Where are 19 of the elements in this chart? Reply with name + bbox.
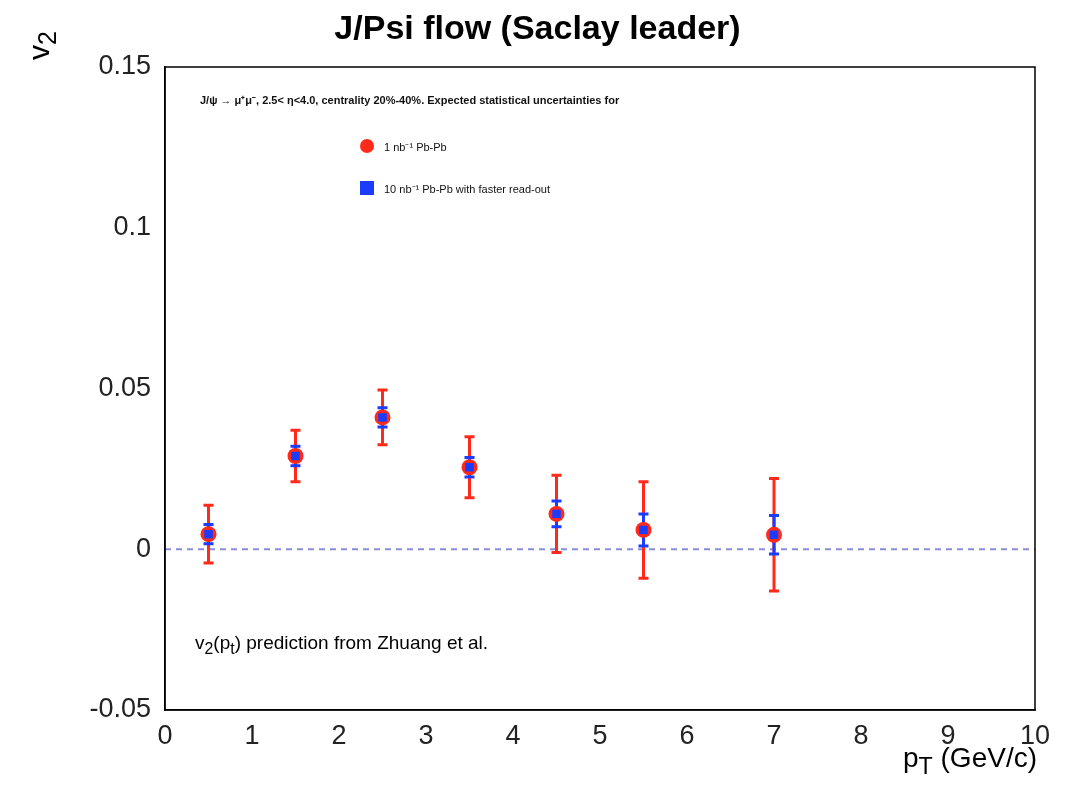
y-tick-label: 0 [135,532,151,563]
x-tick-label: 4 [505,719,521,750]
legend-label: 1 nb⁻¹ Pb-Pb [384,139,447,154]
x-tick-label: 6 [679,719,695,750]
legend-label: 10 nb⁻¹ Pb-Pb with faster read-out [384,181,551,196]
x-tick-label: 2 [331,719,347,750]
y-tick-label: -0.05 [89,693,151,724]
y-tick-label: 0.15 [98,50,151,81]
x-tick-label: 0 [157,719,173,750]
y-tick-label: 0.1 [113,211,151,242]
x-tick-label: 5 [592,719,608,750]
y-tick-label: 0.05 [98,371,151,402]
x-tick-label: 3 [418,719,434,750]
x-tick-label: 7 [766,719,782,750]
x-tick-label: 1 [244,719,260,750]
legend-title: J/ψ → μ⁺μ⁻, 2.5< η<4.0, centrality 20%-40%. Expected statistical uncertainties for [200,93,620,107]
x-tick-label: 8 [853,719,869,750]
annotation: v$_{2}$(p$_{t}$) prediction from Zhuang et al. [195,632,489,658]
chart-title: J/Psi flow (Saclay leader) [334,8,741,46]
